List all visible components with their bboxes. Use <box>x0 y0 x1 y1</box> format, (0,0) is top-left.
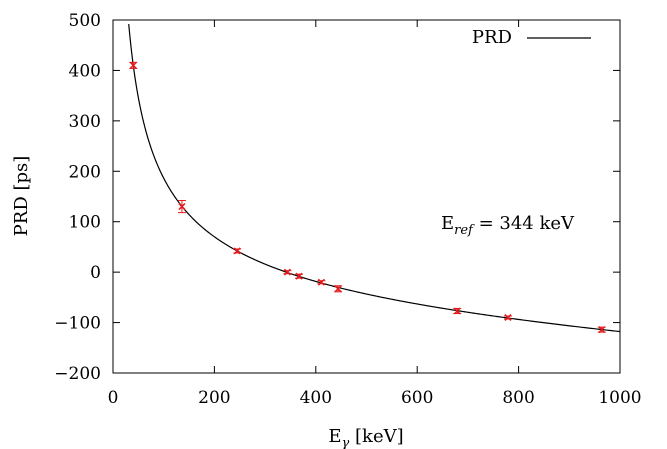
plot-frame <box>112 19 621 374</box>
x-tick-label: 1000 <box>598 388 641 408</box>
legend: PRD <box>472 27 591 48</box>
x-tick-label: 400 <box>300 388 332 408</box>
x-axis-ticks: 0 200 400 600 800 1000 <box>108 20 642 408</box>
annotation-main: E <box>441 213 454 234</box>
data-point <box>317 278 326 286</box>
legend-label: PRD <box>472 27 512 48</box>
annotation-ref-energy: Eref = 344 keV <box>441 213 575 238</box>
y-axis-label: PRD [ps] <box>11 156 32 237</box>
data-point <box>334 285 343 293</box>
marker-cross-b <box>334 285 342 293</box>
x-tick-label: 200 <box>198 388 230 408</box>
annotation-sub: ref <box>454 223 475 238</box>
marker-cross-b <box>129 61 137 69</box>
y-axis-ticks: −200 −100 0 100 200 300 400 500 <box>54 11 620 384</box>
data-point <box>503 313 512 322</box>
data-point <box>453 307 462 315</box>
annotation-rest: = 344 keV <box>473 213 575 234</box>
marker-cross-b <box>283 268 291 276</box>
x-axis-label: Eγ [keV] <box>328 426 403 449</box>
data-point <box>129 61 138 69</box>
y-tick-label: −200 <box>54 364 101 384</box>
data-point <box>233 247 242 255</box>
y-tick-label: 400 <box>69 61 101 81</box>
x-tick-label: 0 <box>108 388 119 408</box>
data-point <box>295 272 304 280</box>
marker-cross-b <box>453 307 461 315</box>
data-points <box>129 61 606 334</box>
x-axis-label-main: E <box>328 426 341 447</box>
marker-cross-b <box>598 326 606 334</box>
data-point <box>597 326 606 334</box>
marker-cross-b <box>504 313 512 322</box>
x-axis-label-sub: γ <box>342 436 350 449</box>
data-point <box>177 200 186 214</box>
y-tick-label: 500 <box>69 11 101 31</box>
x-tick-label: 600 <box>401 388 433 408</box>
marker-cross-b <box>295 272 303 280</box>
marker-cross-b <box>317 278 325 286</box>
y-tick-label: −100 <box>54 314 101 334</box>
fit-curve <box>128 23 620 333</box>
marker-cross-b <box>178 203 186 211</box>
y-tick-label: 100 <box>69 213 101 233</box>
x-axis-label-unit: [keV] <box>349 426 403 447</box>
marker-cross-b <box>233 247 241 255</box>
data-point <box>283 268 292 276</box>
y-tick-label: 0 <box>90 263 101 283</box>
y-tick-label: 300 <box>69 112 101 132</box>
x-tick-label: 800 <box>502 388 534 408</box>
y-tick-label: 200 <box>69 162 101 182</box>
